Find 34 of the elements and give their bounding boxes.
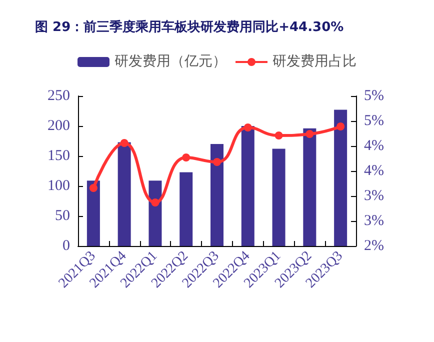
y2-tick-label: 4% bbox=[364, 138, 384, 154]
point bbox=[89, 184, 98, 192]
legend-label: 研发费用占比 bbox=[272, 54, 356, 70]
point bbox=[306, 130, 314, 138]
legend-label: 研发费用（亿元） bbox=[114, 54, 226, 70]
y2-tick-label: 3% bbox=[364, 188, 384, 204]
point bbox=[151, 198, 160, 206]
bar bbox=[334, 110, 348, 246]
bar bbox=[86, 180, 100, 246]
point bbox=[336, 122, 345, 130]
bar bbox=[303, 128, 316, 246]
point bbox=[213, 158, 221, 166]
y-tick-label: 100 bbox=[48, 178, 70, 194]
bar bbox=[180, 172, 193, 246]
y-tick-label: 150 bbox=[48, 148, 70, 164]
y-tick-label: 200 bbox=[48, 118, 70, 134]
point bbox=[182, 154, 190, 162]
bar bbox=[148, 180, 162, 246]
point bbox=[274, 132, 283, 140]
bar bbox=[241, 126, 254, 246]
point bbox=[120, 139, 128, 147]
y2-tick-label: 5% bbox=[364, 88, 384, 104]
chart-title: 图 29：前三季度乘用车板块研发费用同比+44.30% bbox=[35, 19, 344, 35]
y-tick-label: 250 bbox=[48, 88, 70, 104]
y2-tick-label: 5% bbox=[364, 113, 384, 129]
y2-tick-label: 4% bbox=[364, 163, 384, 179]
y2-tick-label: 3% bbox=[364, 213, 384, 229]
y-tick-label: 50 bbox=[55, 208, 70, 224]
y2-tick-label: 2% bbox=[364, 238, 384, 254]
point bbox=[244, 124, 252, 132]
bar bbox=[210, 144, 224, 246]
y-tick-label: 0 bbox=[62, 238, 70, 254]
bar bbox=[272, 148, 286, 246]
bar bbox=[118, 142, 131, 246]
